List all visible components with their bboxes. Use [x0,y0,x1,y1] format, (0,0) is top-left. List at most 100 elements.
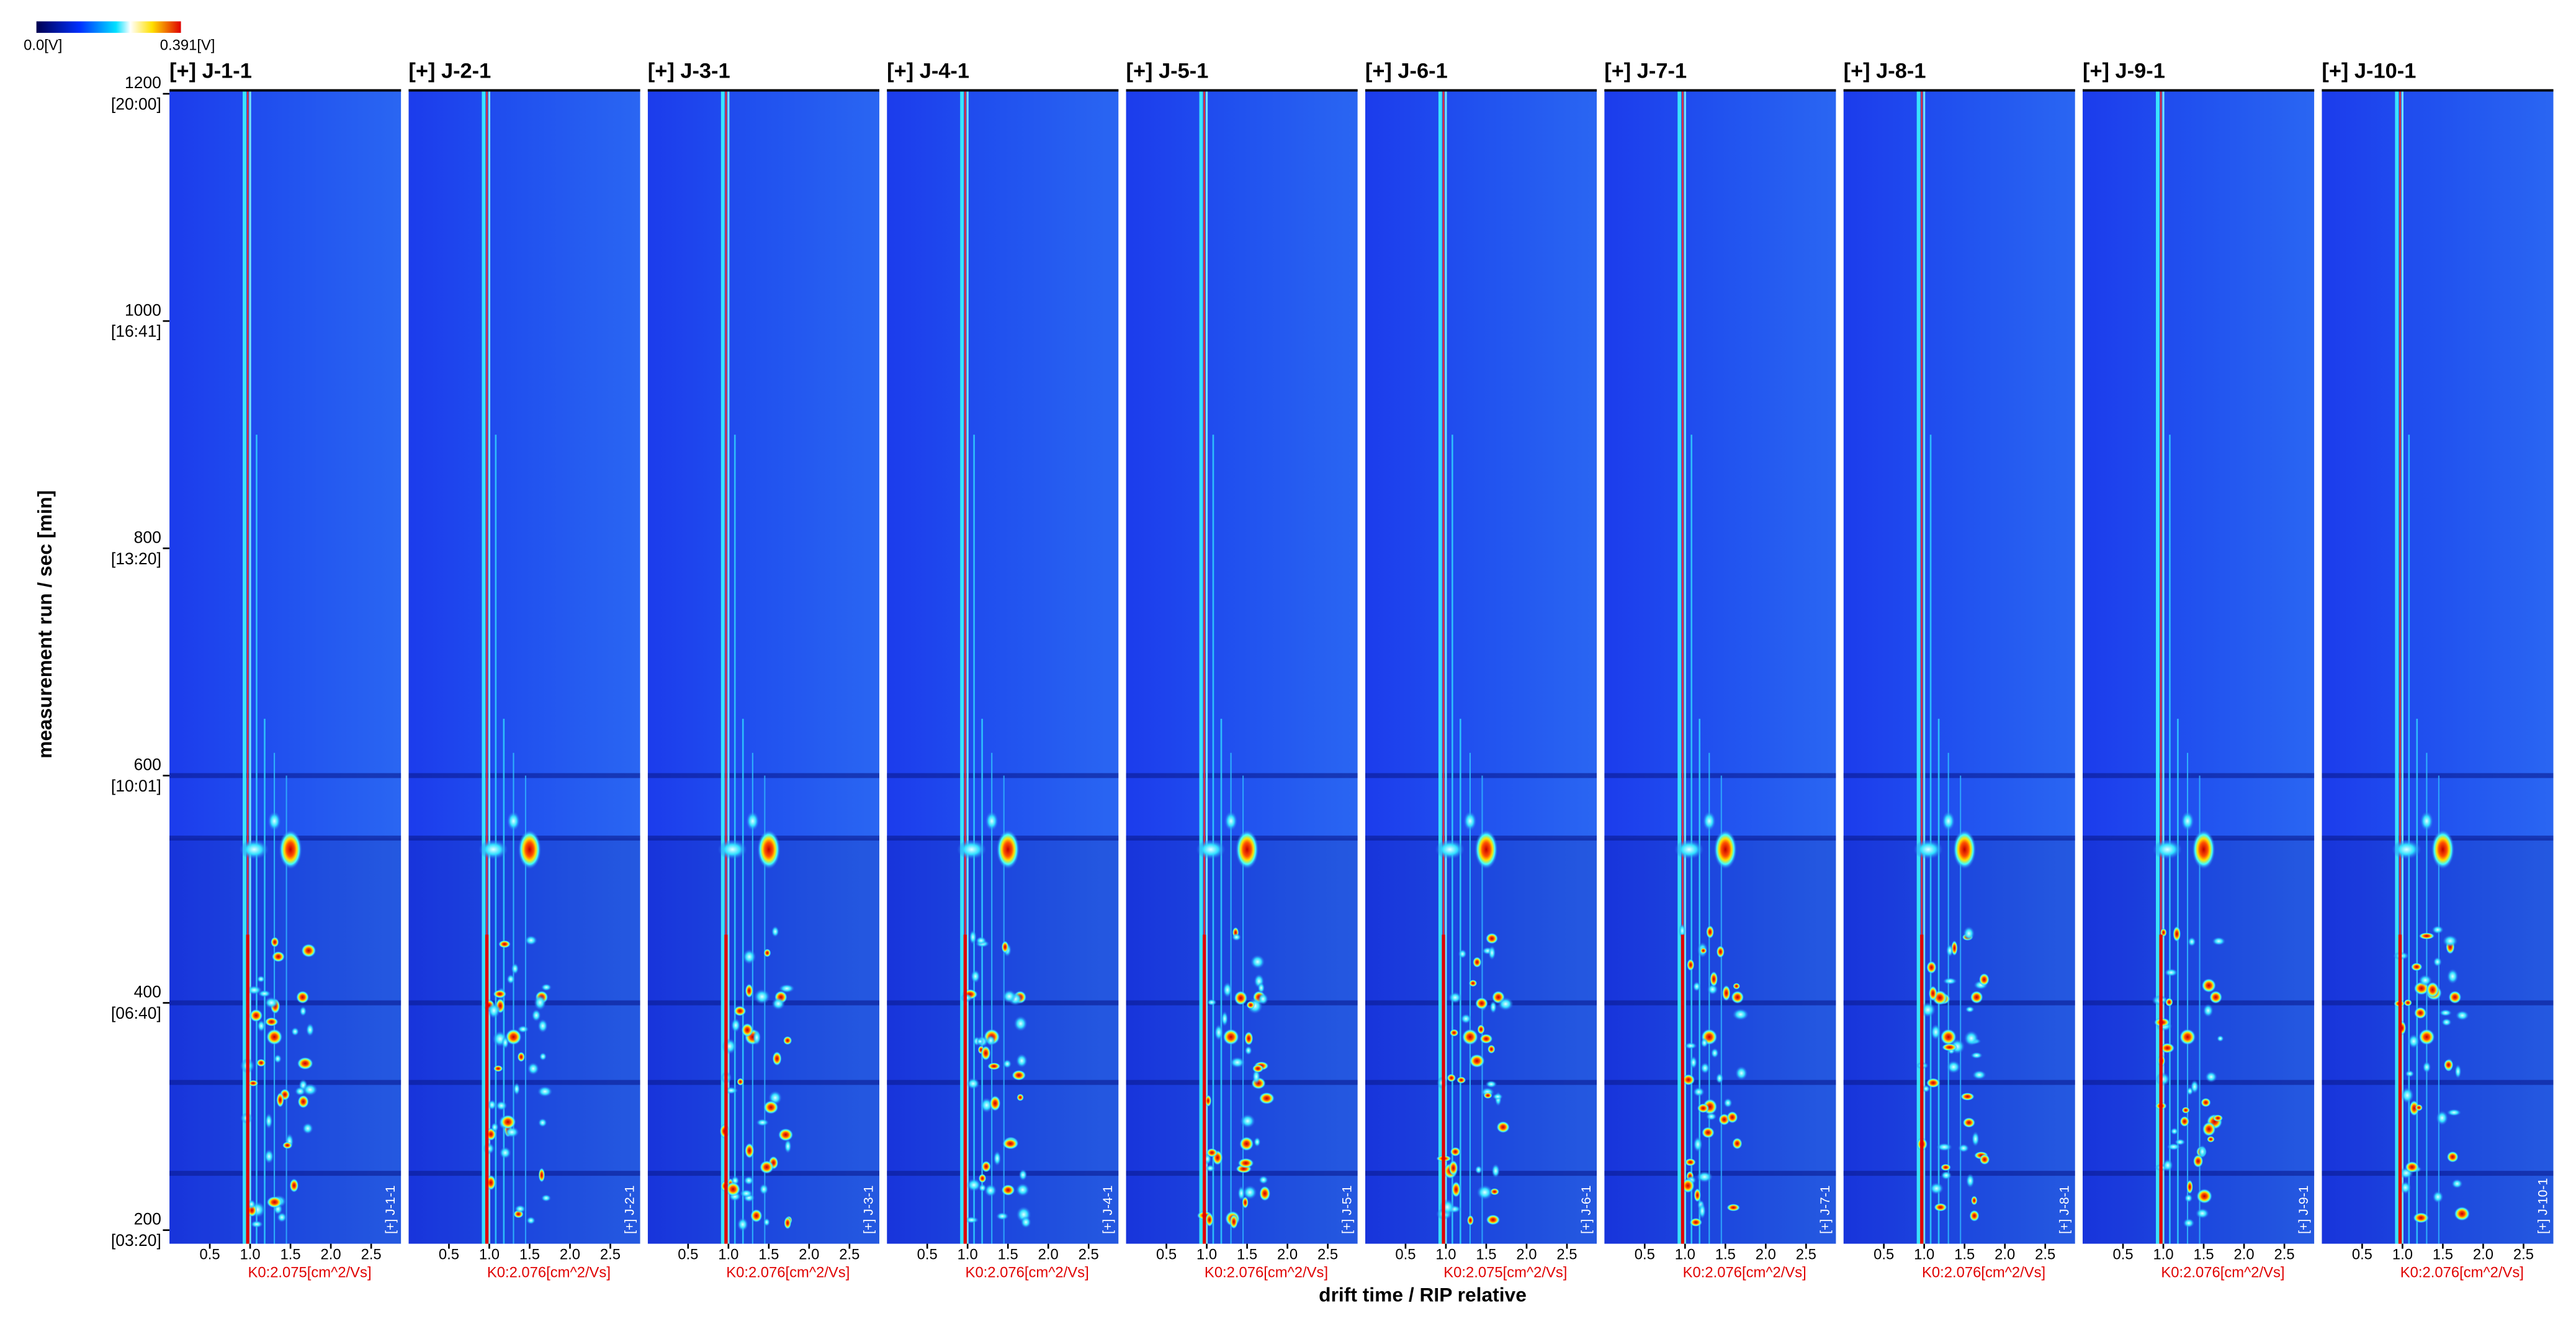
x-tick-label: 0.5 [2112,1246,2133,1263]
peak [517,1025,529,1033]
peak [2164,968,2178,977]
peak [537,1019,548,1033]
peak [1934,1202,1947,1212]
peak [2405,1161,2420,1173]
peak [1461,1029,1479,1045]
panel-title: [+] J-10-1 [2322,60,2416,83]
peak [266,1029,283,1045]
peak [1960,1092,1975,1101]
peak [2431,926,2444,934]
panel-side-label: [+] J-5-1 [1340,1186,1354,1234]
peak [2454,1064,2462,1079]
y-tick-label: 400 [134,983,161,1001]
peak [518,829,541,870]
x-tick-label: 0.5 [917,1246,938,1263]
peak [1965,1006,1975,1013]
peak [759,1183,769,1195]
heatmap-panel [1126,90,1358,1244]
peak [2212,937,2226,946]
peak [743,1176,754,1185]
dark-band [1843,1080,2075,1085]
x-tick-label: 1.0 [1196,1246,1217,1263]
peak [1693,1087,1705,1097]
peak [1449,1029,1459,1037]
y-tick-time-label: [10:01] [111,777,161,795]
peak [1920,1002,1936,1017]
peak [1483,1092,1492,1099]
peak [1972,1131,1980,1147]
peak [487,1099,496,1111]
peak [1735,1066,1748,1081]
x-tick-label: 2.5 [2035,1246,2055,1263]
peak [1229,1214,1238,1229]
peak [725,1181,741,1197]
peak [2432,1191,2444,1204]
peak [1234,990,1248,1006]
heatmap-background [1126,90,1358,1244]
peak [2201,978,2217,993]
peak [274,1054,282,1063]
peak [514,1204,526,1213]
x-tick-label: 0.5 [439,1246,459,1263]
peak [1206,999,1217,1006]
peak [1447,1073,1456,1083]
peak [1214,1024,1224,1041]
peak [2207,1135,2215,1143]
peak [1958,1143,1970,1153]
panel-title: [+] J-9-1 [2083,60,2165,83]
peak [1969,1210,1980,1222]
x-tick-label: 2.5 [2513,1246,2534,1263]
panel-title: [+] J-1-1 [169,60,252,83]
peak [2181,811,2194,831]
peak [996,1212,1009,1220]
peak [1205,1212,1214,1227]
dark-band [1843,1000,2075,1006]
peak [733,1006,747,1017]
peak [264,996,279,1009]
x-tick-label: 1.5 [2193,1246,2214,1263]
x-tick-label: 0.5 [1874,1246,1894,1263]
x-tick-label: 1.0 [2153,1246,2173,1263]
peak [1732,1137,1743,1150]
peak [1697,1103,1710,1114]
k0-label: K0:2.075[cm^2/Vs] [248,1265,371,1281]
x-tick-label: 1.0 [479,1246,500,1263]
x-tick-label: 1.5 [519,1246,540,1263]
peak [1239,1136,1254,1152]
panel-side-label: [+] J-9-1 [2297,1186,2311,1234]
peak [2446,1109,2462,1116]
peak [1244,1031,1254,1046]
y-tick-time-label: [06:40] [111,1004,161,1022]
heatmap-panel [2083,90,2315,1244]
x-tick-label: 2.5 [1079,1246,1099,1263]
peak [1721,985,1731,1001]
peak [302,1122,313,1135]
x-tick-label: 2.5 [839,1246,859,1263]
dark-band [1365,1171,1597,1176]
peak [2420,811,2434,831]
peak [264,1017,279,1027]
peak [246,985,263,995]
y-tick-time-label: [03:20] [111,1231,161,1250]
x-tick-label: 1.5 [998,1246,1018,1263]
peak [505,1029,522,1045]
peak [301,944,316,958]
peak [2403,999,2412,1007]
x-tick-label: 1.0 [1675,1246,1695,1263]
peak [541,1194,552,1202]
peak [2188,937,2196,947]
k0-label: K0:2.076[cm^2/Vs] [2400,1265,2524,1281]
x-tick-label: 1.5 [1954,1246,1975,1263]
panel-title: [+] J-2-1 [408,60,491,83]
dark-band [2322,1000,2554,1006]
peak [1726,1203,1741,1212]
panel-side-label: [+] J-1-1 [384,1186,398,1234]
peak [737,1217,748,1232]
x-tick-label: 1.5 [1715,1246,1736,1263]
peak [985,811,999,831]
peak [1715,1073,1724,1084]
peak [717,839,748,860]
x-axis-label: drift time / RIP relative [1319,1284,1527,1306]
peak [297,1094,309,1109]
